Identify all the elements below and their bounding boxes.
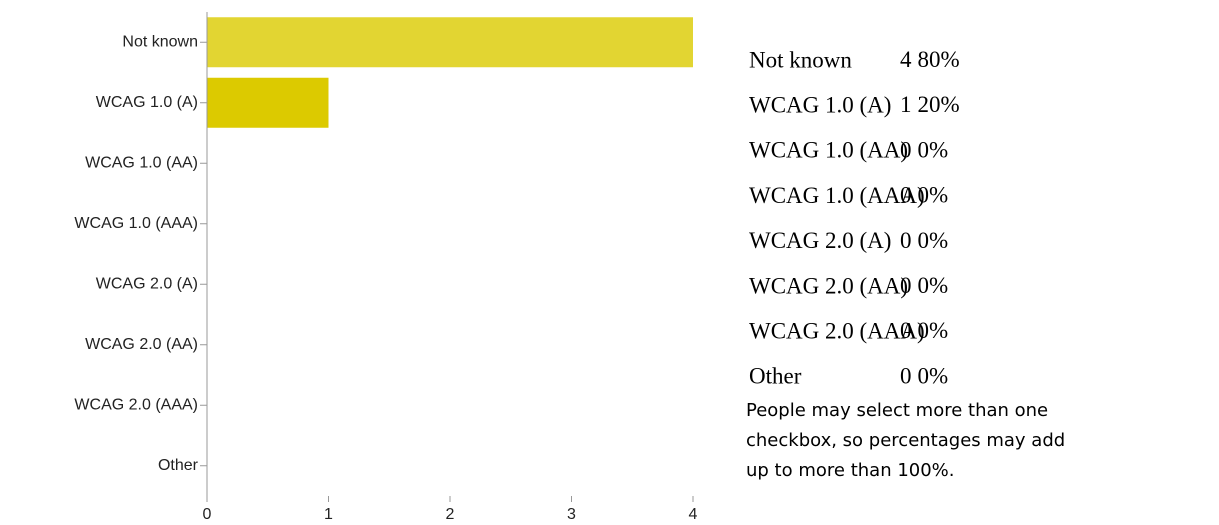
y-tick-label: WCAG 1.0 (AAA): [74, 215, 198, 232]
x-tick-label: 2: [446, 506, 455, 523]
table-label: WCAG 1.0 (A): [749, 92, 891, 117]
percent: 0%: [918, 228, 949, 253]
y-tick-label: WCAG 1.0 (AA): [85, 154, 198, 171]
note-line: up to more than 100%.: [746, 460, 955, 481]
percent: 0%: [918, 318, 949, 343]
percent: 0%: [918, 273, 949, 298]
bar: [207, 17, 693, 68]
table-value: 4 80%: [900, 47, 960, 72]
y-tick-label: WCAG 2.0 (AAA): [74, 396, 198, 413]
x-tick-label: 3: [567, 506, 576, 523]
table-value: 0 0%: [900, 318, 948, 343]
count: 0: [900, 138, 912, 163]
table-label: WCAG 1.0 (AAA): [749, 183, 925, 208]
count: 0: [900, 364, 912, 389]
table-value: 0 0%: [900, 273, 948, 298]
y-tick-label: WCAG 2.0 (AA): [85, 336, 198, 353]
percent: 0%: [918, 138, 949, 163]
table-label: WCAG 2.0 (AA): [749, 273, 908, 298]
table-value: 0 0%: [900, 228, 948, 253]
note-line: checkbox, so percentages may add: [746, 430, 1065, 451]
table-value: 1 20%: [900, 92, 960, 117]
table-value: 0 0%: [900, 138, 948, 163]
bar: [207, 77, 329, 128]
table-label: WCAG 2.0 (A): [749, 228, 891, 253]
table-label: WCAG 1.0 (AA): [749, 138, 908, 163]
count: 4: [900, 47, 912, 72]
count: 0: [900, 228, 912, 253]
table-label: WCAG 2.0 (AAA): [749, 318, 925, 343]
count: 0: [900, 273, 912, 298]
x-tick-label: 4: [689, 506, 698, 523]
count: 0: [900, 318, 912, 343]
table-label: Not known: [749, 47, 852, 72]
table-value: 0 0%: [900, 183, 948, 208]
y-tick-label: WCAG 2.0 (A): [96, 275, 198, 292]
count: 0: [900, 183, 912, 208]
x-tick-label: 0: [203, 506, 212, 523]
note-line: People may select more than one: [746, 400, 1048, 421]
y-tick-label: WCAG 1.0 (A): [96, 94, 198, 111]
table-value: 0 0%: [900, 364, 948, 389]
percent: 0%: [918, 183, 949, 208]
percent: 80%: [918, 47, 960, 72]
count: 1: [900, 92, 912, 117]
x-tick-label: 1: [324, 506, 333, 523]
y-tick-label: Not known: [122, 33, 198, 50]
table-label: Other: [749, 364, 802, 389]
y-tick-label: Other: [158, 457, 199, 474]
percent: 20%: [918, 92, 960, 117]
percent: 0%: [918, 364, 949, 389]
